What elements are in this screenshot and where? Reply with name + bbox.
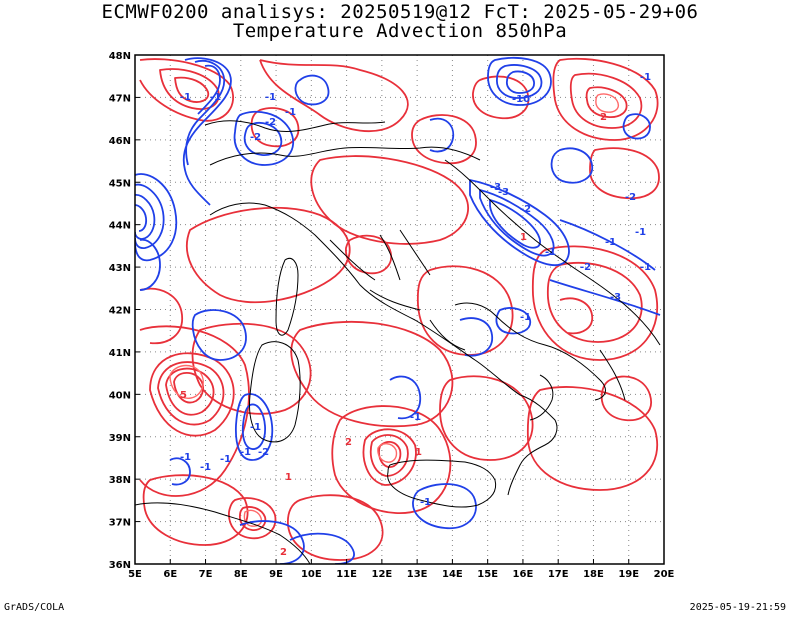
footer-timestamp: 2025-05-19-21:59 <box>689 602 786 613</box>
lat-tick-label: 40N <box>109 390 131 401</box>
lon-tick-label: 8E <box>234 569 248 580</box>
lon-tick-label: 16E <box>513 569 534 580</box>
lon-tick-label: 15E <box>477 569 498 580</box>
contour-value-label: -1 <box>240 447 251 458</box>
lat-tick-label: 48N <box>109 51 131 62</box>
lon-tick-label: 12E <box>371 569 392 580</box>
contour-value-label: -2 <box>258 447 269 458</box>
contour-labels: -1 -1-2-2-1-3-1-10-2-3-12-11-1-2-1-2-1-1-… <box>180 72 651 558</box>
lon-tick-label: 7E <box>199 569 213 580</box>
lon-tick-label: 6E <box>163 569 177 580</box>
contour-value-label: -1 <box>250 422 261 433</box>
warm-advection-contours <box>139 57 660 561</box>
contour-value-label: -3 <box>610 292 621 303</box>
contour-value-label: -1 <box>640 72 651 83</box>
contour-value-label: -1 <box>210 92 221 103</box>
contour-value-label: -1 <box>220 454 231 465</box>
lat-tick-label: 38N <box>109 475 131 486</box>
contour-value-label: -1 <box>640 262 651 273</box>
lat-tick-label: 37N <box>109 518 131 529</box>
lat-tick-label: 47N <box>109 93 131 104</box>
contour-value-label: -1 <box>180 452 191 463</box>
footer-credit: GrADS/COLA <box>4 602 65 613</box>
contour-value-label: -1 <box>410 412 421 423</box>
lat-tick-label: 41N <box>109 348 131 359</box>
lat-tick-label: 42N <box>109 306 131 317</box>
contour-value-label: 2 <box>345 437 352 448</box>
lon-tick-label: 5E <box>128 569 142 580</box>
lon-tick-label: 9E <box>269 569 283 580</box>
contour-value-label: -2 <box>250 132 261 143</box>
lon-tick-label: 14E <box>442 569 463 580</box>
axis-ticks: 5E 6E 7E 8E 9E 10E 11E 12E 13E 14E 15E 16E 17E 18E 19E… <box>109 51 675 580</box>
contour-value-label: -10 <box>512 94 530 105</box>
contour-value-label: -2 <box>580 262 591 273</box>
contour-value-label: 1 <box>415 447 422 458</box>
contour-value-label: -1 <box>285 107 296 118</box>
title-line-2: Temperature Advection 850hPa <box>232 20 568 42</box>
lat-tick-label: 36N <box>109 560 131 571</box>
contour-value-label: 1 <box>285 472 292 483</box>
lat-tick-label: 45N <box>109 178 131 189</box>
lon-tick-label: 18E <box>583 569 604 580</box>
lon-tick-label: 20E <box>654 569 675 580</box>
contour-value-label: -1 <box>180 92 191 103</box>
contour-value-label: -3 <box>498 187 509 198</box>
contour-value-label: -2 <box>265 117 276 128</box>
contour-value-label: 2 <box>600 112 607 123</box>
lon-tick-label: 13E <box>407 569 428 580</box>
contour-value-label: -3 <box>490 182 501 193</box>
coastlines-borders <box>135 120 661 564</box>
contour-value-label: -1 <box>420 497 431 508</box>
lat-tick-label: 43N <box>109 263 131 274</box>
contour-value-label: -1 <box>265 92 276 103</box>
title-line-1: ECMWF0200 analisys: 20250519@12 FcT: 202… <box>101 1 699 23</box>
contour-value-label: 2 <box>280 547 287 558</box>
contour-value-label: -1 <box>605 237 616 248</box>
lon-tick-label: 11E <box>336 569 357 580</box>
lat-tick-label: 44N <box>109 221 131 232</box>
contour-value-label: -2 <box>625 192 636 203</box>
lat-tick-label: 39N <box>109 433 131 444</box>
lon-tick-label: 19E <box>618 569 639 580</box>
contour-value-label: -2 <box>520 204 531 215</box>
lon-tick-label: 17E <box>548 569 569 580</box>
lat-tick-label: 46N <box>109 136 131 147</box>
contour-value-label: 1 <box>520 232 527 243</box>
contour-value-label: -1 <box>200 462 211 473</box>
contour-value-label: -1 <box>545 247 556 258</box>
contour-value-label: -1 <box>520 312 531 323</box>
lon-tick-label: 10E <box>301 569 322 580</box>
contour-value-label: 5 <box>180 390 187 401</box>
contour-value-label: -1 <box>635 227 646 238</box>
